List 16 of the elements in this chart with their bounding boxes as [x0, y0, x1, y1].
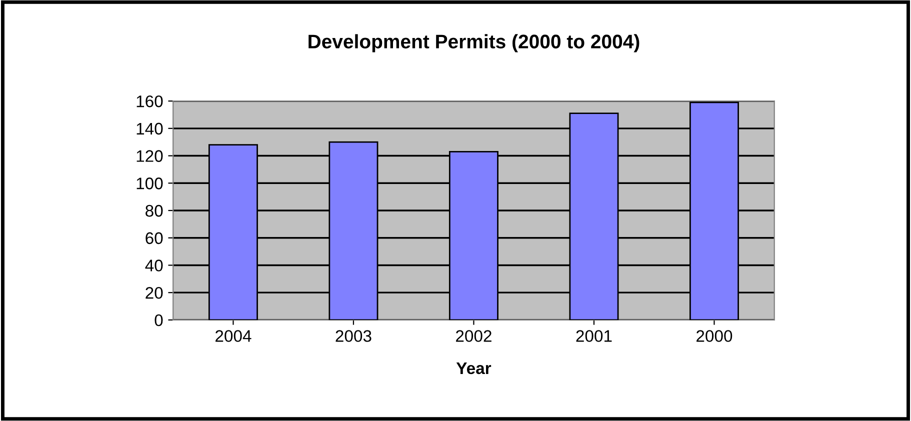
y-tick-label: 40 [145, 260, 163, 272]
chart-title: Development Permits (2000 to 2004) [308, 34, 640, 52]
y-tick-label: 160 [136, 95, 163, 108]
y-tick-label: 20 [146, 286, 163, 299]
x-tick-label: 2001 [576, 330, 612, 342]
y-tick-label: 100 [136, 178, 163, 190]
y-tick-label: 120 [136, 150, 163, 162]
y-tick-label: 80 [146, 204, 163, 217]
x-tick-label: 2004 [216, 330, 252, 342]
y-tick-label: 0 [154, 314, 163, 326]
x-tick-label: 2000 [696, 330, 732, 342]
x-tick-label: 2002 [456, 330, 492, 342]
x-tick-label: 2003 [336, 330, 372, 342]
y-tick-label: 140 [136, 122, 163, 135]
x-axis-title: Year [456, 362, 492, 374]
y-tick-label: 60 [146, 232, 163, 244]
